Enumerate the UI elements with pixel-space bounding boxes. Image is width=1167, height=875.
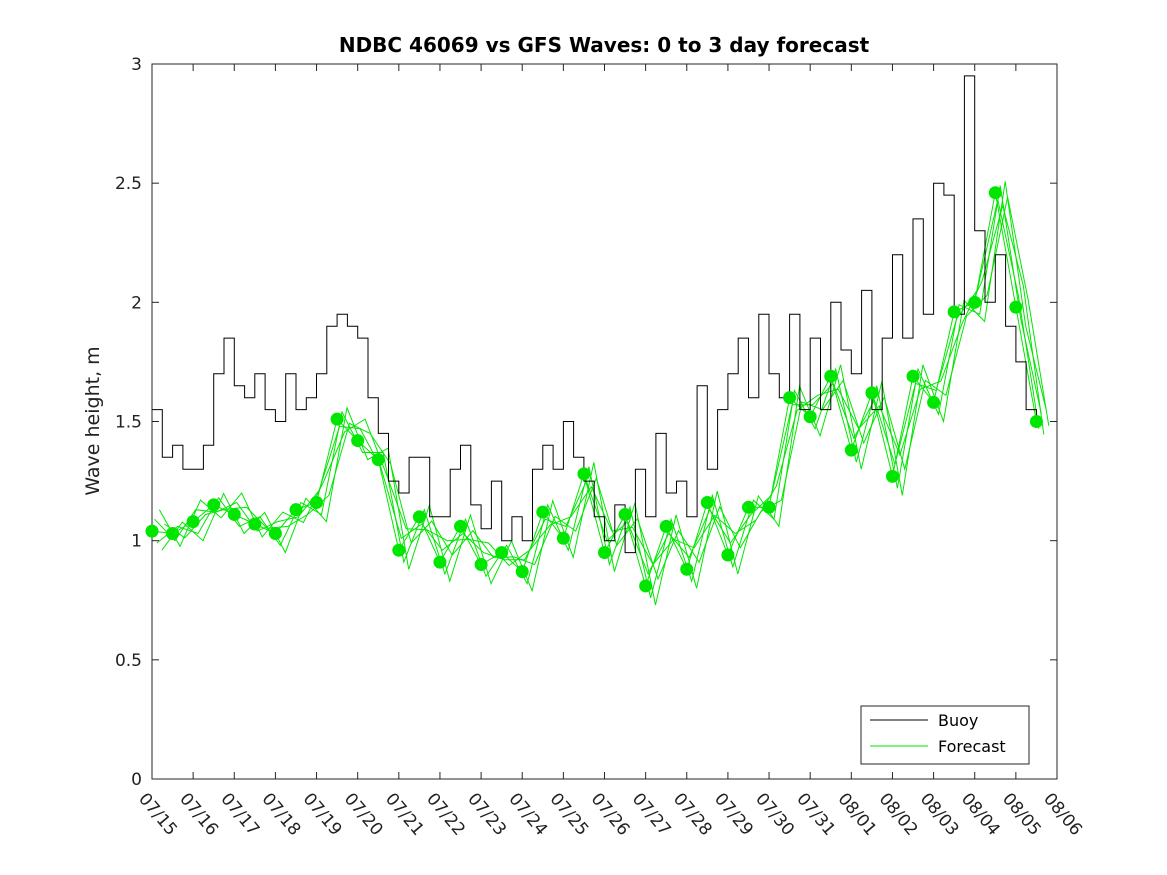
x-tick-label: 08/05 (998, 789, 1045, 839)
forecast-point (721, 548, 735, 562)
forecast-point (166, 527, 180, 541)
buoy-line (152, 75, 1037, 554)
forecast-line-5 (164, 196, 1050, 581)
x-tick-label: 07/28 (669, 789, 716, 839)
x-tick-label: 08/03 (916, 789, 963, 839)
forecast-point (741, 500, 755, 514)
forecast-point (433, 555, 447, 569)
x-tick-label: 07/20 (340, 789, 387, 839)
forecast-point (268, 527, 282, 541)
x-tick-label: 07/17 (216, 789, 263, 839)
y-tick-label: 3 (131, 55, 142, 75)
x-tick-label: 07/19 (299, 789, 346, 839)
x-tick-label: 07/25 (546, 789, 593, 839)
forecast-point (927, 395, 941, 409)
y-tick-label: 2 (131, 293, 142, 313)
forecast-point (454, 519, 468, 533)
legend-forecast-label: Forecast (938, 737, 1006, 756)
x-tick-label: 08/01 (833, 789, 880, 839)
forecast-point (515, 565, 529, 579)
forecast-point (330, 412, 344, 426)
x-tick-label: 07/18 (258, 789, 305, 839)
forecast-point (289, 503, 303, 517)
y-tick-label: 2.5 (115, 174, 142, 194)
forecast-point (844, 443, 858, 457)
forecast-point (947, 305, 961, 319)
forecast-point (207, 498, 221, 512)
forecast-point (186, 515, 200, 529)
x-tick-label: 08/02 (875, 789, 922, 839)
x-tick-label: 08/06 (1039, 789, 1086, 839)
y-tick-label: 0 (131, 770, 142, 790)
forecast-point (227, 507, 241, 521)
y-tick-label: 1 (131, 532, 142, 552)
forecast-point (680, 562, 694, 576)
y-tick-label: 1.5 (115, 413, 142, 433)
forecast-point (988, 186, 1002, 200)
forecast-line-3 (158, 203, 1045, 567)
forecast-point (371, 453, 385, 467)
x-tick-label: 07/29 (710, 789, 757, 839)
legend-buoy-label: Buoy (938, 711, 978, 730)
forecast-point (824, 369, 838, 383)
forecast-point (906, 369, 920, 383)
y-axis-ticks: 0 0.5 1 1.5 2 2.5 3 (115, 55, 1057, 790)
forecast-point (598, 546, 611, 560)
x-tick-label: 07/22 (422, 789, 469, 839)
forecast-point (700, 496, 714, 510)
forecast-point (783, 391, 797, 405)
legend-box (860, 705, 1030, 765)
x-tick-label: 07/30 (751, 789, 798, 839)
x-tick-label: 07/24 (504, 789, 551, 839)
x-tick-label: 07/21 (381, 789, 428, 839)
forecast-point (639, 579, 653, 593)
x-tick-label: 07/16 (175, 789, 222, 839)
legend: Buoy Forecast (860, 705, 1030, 765)
plot-area (151, 63, 1058, 780)
forecast-point (1029, 415, 1043, 428)
x-tick-label: 07/23 (463, 789, 510, 839)
forecast-point (1009, 300, 1023, 314)
forecast-point (495, 546, 509, 560)
forecast-point (474, 558, 488, 571)
forecast-point (659, 519, 673, 533)
y-tick-label: 0.5 (115, 651, 142, 671)
x-tick-label: 07/27 (628, 789, 675, 839)
chart-title: NDBC 46069 vs GFS Waves: 0 to 3 day fore… (339, 33, 870, 57)
forecast-point (556, 531, 570, 545)
x-tick-label: 07/15 (134, 789, 181, 839)
forecast-point (145, 524, 159, 538)
forecast-point (885, 469, 899, 483)
forecast-point (536, 505, 550, 519)
forecast-point (865, 386, 879, 400)
forecast-point (310, 496, 324, 510)
forecast-point (968, 295, 982, 309)
forecast-point (618, 507, 632, 521)
forecast-point (248, 517, 262, 531)
y-axis-label: Wave height, m (82, 346, 104, 495)
plot-frame (151, 63, 1058, 780)
forecast-point (392, 543, 406, 557)
x-tick-label: 07/31 (792, 789, 839, 839)
forecast-point (577, 467, 591, 481)
forecast-point (762, 500, 776, 514)
x-tick-label: 07/26 (587, 789, 634, 839)
forecast-point (803, 410, 817, 424)
forecast-point (412, 510, 426, 524)
x-tick-label: 08/04 (957, 789, 1004, 839)
forecast-point (351, 434, 365, 448)
series-layer (145, 75, 1050, 606)
